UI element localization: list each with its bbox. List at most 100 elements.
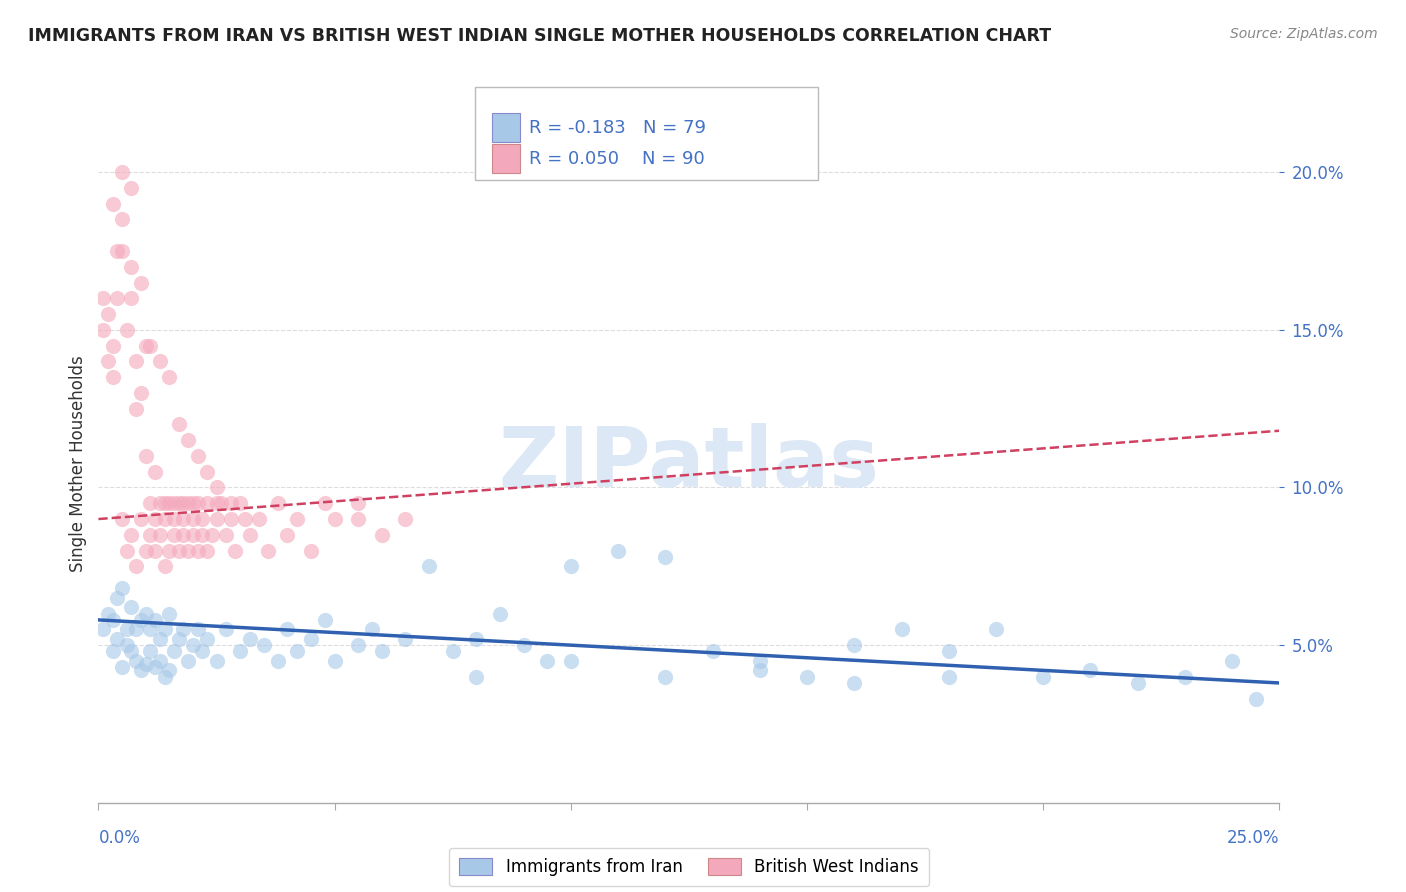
Point bbox=[209, 496, 232, 510]
Point bbox=[1244, 691, 1267, 706]
Text: R = 0.050    N = 90: R = 0.050 N = 90 bbox=[529, 150, 704, 168]
Point bbox=[139, 623, 162, 637]
Point bbox=[135, 657, 157, 671]
Point bbox=[149, 496, 172, 510]
Point bbox=[314, 613, 336, 627]
Point bbox=[172, 496, 194, 510]
Point bbox=[177, 543, 200, 558]
Point bbox=[163, 528, 186, 542]
Text: 25.0%: 25.0% bbox=[1227, 829, 1279, 847]
Point bbox=[984, 623, 1007, 637]
Point bbox=[796, 670, 818, 684]
Point bbox=[157, 607, 180, 621]
Point bbox=[441, 644, 464, 658]
Point bbox=[267, 654, 290, 668]
Point bbox=[167, 496, 190, 510]
Point bbox=[233, 512, 256, 526]
Point bbox=[489, 607, 512, 621]
Point bbox=[536, 654, 558, 668]
Point bbox=[1080, 664, 1102, 678]
Point bbox=[276, 623, 298, 637]
Point bbox=[702, 644, 724, 658]
Point bbox=[654, 670, 676, 684]
Point bbox=[101, 644, 124, 658]
Point bbox=[224, 543, 246, 558]
Point bbox=[187, 543, 209, 558]
Point bbox=[890, 623, 912, 637]
Point bbox=[157, 543, 180, 558]
Point bbox=[465, 632, 488, 646]
Text: ZIPatlas: ZIPatlas bbox=[499, 424, 879, 504]
Point bbox=[153, 623, 176, 637]
Point bbox=[143, 543, 166, 558]
Point bbox=[654, 549, 676, 564]
Point bbox=[163, 644, 186, 658]
Point bbox=[191, 512, 214, 526]
Point bbox=[167, 417, 190, 432]
Point bbox=[153, 670, 176, 684]
Point bbox=[121, 644, 143, 658]
Point bbox=[748, 664, 770, 678]
Point bbox=[257, 543, 280, 558]
Point bbox=[276, 528, 298, 542]
Point bbox=[97, 307, 120, 321]
Point bbox=[181, 496, 204, 510]
Point bbox=[195, 632, 218, 646]
Point bbox=[149, 528, 172, 542]
Point bbox=[371, 528, 394, 542]
Point bbox=[135, 607, 157, 621]
Point bbox=[394, 632, 416, 646]
Point bbox=[465, 670, 488, 684]
Point bbox=[177, 654, 200, 668]
Legend: Immigrants from Iran, British West Indians: Immigrants from Iran, British West India… bbox=[449, 847, 929, 886]
Point bbox=[139, 496, 162, 510]
Point bbox=[177, 433, 200, 447]
Point bbox=[125, 654, 148, 668]
Point bbox=[172, 623, 194, 637]
Point bbox=[97, 354, 120, 368]
Point bbox=[91, 623, 114, 637]
Point bbox=[121, 181, 143, 195]
Point bbox=[229, 496, 252, 510]
Point bbox=[97, 607, 120, 621]
Point bbox=[323, 512, 346, 526]
Point bbox=[187, 449, 209, 463]
Point bbox=[143, 512, 166, 526]
Point bbox=[239, 528, 262, 542]
Point bbox=[125, 354, 148, 368]
Point bbox=[143, 613, 166, 627]
Point bbox=[129, 512, 152, 526]
Y-axis label: Single Mother Households: Single Mother Households bbox=[69, 356, 87, 572]
Point bbox=[418, 559, 440, 574]
Point bbox=[115, 623, 138, 637]
Point bbox=[195, 543, 218, 558]
Point bbox=[191, 528, 214, 542]
Point bbox=[1032, 670, 1054, 684]
Point bbox=[267, 496, 290, 510]
Point bbox=[560, 559, 582, 574]
Point bbox=[111, 582, 134, 596]
Point bbox=[143, 465, 166, 479]
Point bbox=[205, 481, 228, 495]
Point bbox=[101, 613, 124, 627]
Text: R = -0.183   N = 79: R = -0.183 N = 79 bbox=[529, 119, 706, 136]
Point bbox=[135, 338, 157, 352]
Point bbox=[323, 654, 346, 668]
Point bbox=[181, 528, 204, 542]
Point bbox=[157, 664, 180, 678]
Point bbox=[347, 638, 370, 652]
Point bbox=[157, 370, 180, 384]
Point bbox=[195, 465, 218, 479]
Point bbox=[299, 543, 322, 558]
Text: Source: ZipAtlas.com: Source: ZipAtlas.com bbox=[1230, 27, 1378, 41]
Point bbox=[105, 244, 128, 258]
Point bbox=[938, 670, 960, 684]
Point bbox=[347, 496, 370, 510]
Point bbox=[91, 291, 114, 305]
Point bbox=[125, 623, 148, 637]
Text: IMMIGRANTS FROM IRAN VS BRITISH WEST INDIAN SINGLE MOTHER HOUSEHOLDS CORRELATION: IMMIGRANTS FROM IRAN VS BRITISH WEST IND… bbox=[28, 27, 1052, 45]
Point bbox=[139, 528, 162, 542]
Point bbox=[101, 196, 124, 211]
Point bbox=[299, 632, 322, 646]
Point bbox=[105, 632, 128, 646]
